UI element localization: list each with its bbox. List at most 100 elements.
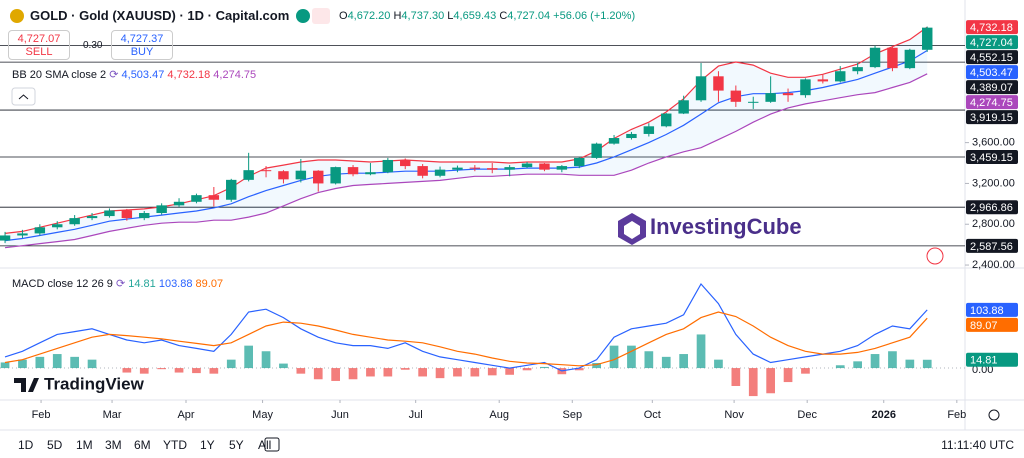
candle-body — [173, 201, 185, 206]
signal-line — [4, 311, 928, 367]
candle-body — [869, 47, 881, 68]
buy-label: BUY — [130, 46, 154, 58]
h-value: 4,737.30 — [401, 10, 445, 22]
candle-body — [521, 163, 533, 168]
candle-body — [208, 195, 220, 200]
macd-histogram-bar — [192, 368, 201, 374]
axis-price-label — [966, 149, 1018, 164]
candle-body — [104, 210, 115, 217]
change: +56.06 (+1.20%) — [553, 10, 636, 22]
candle-body — [278, 171, 289, 180]
candle-body — [643, 126, 655, 134]
candle-body — [400, 159, 411, 167]
candle-body — [452, 167, 463, 170]
calendar-icon[interactable] — [264, 437, 280, 452]
y-tick-label: 3,200.00 — [972, 177, 1015, 189]
macd-histogram-bar — [853, 361, 862, 369]
macd-histogram-bar — [696, 334, 706, 369]
settings-icon[interactable] — [988, 409, 1000, 421]
candle-body — [748, 101, 759, 103]
watermark-text: InvestingCube — [650, 214, 802, 239]
range-button[interactable]: 3M — [105, 438, 122, 452]
candle-body — [782, 93, 794, 96]
macd-histogram-bar — [0, 362, 10, 369]
macd-histogram-bar — [644, 351, 654, 369]
l-label: L — [447, 10, 454, 22]
macd-histogram-bar — [383, 368, 393, 377]
macd-histogram-bar — [714, 359, 723, 369]
axis-price-label — [966, 352, 1018, 367]
buy-button[interactable]: 4,727.37 BUY — [111, 30, 173, 60]
flag-icon[interactable] — [926, 247, 944, 265]
bb-value: 4,732.18 — [167, 69, 211, 81]
macd-histogram-bar — [870, 354, 880, 369]
macd-histogram-bar — [87, 359, 97, 369]
watermark: InvestingCube — [618, 213, 802, 245]
macd-histogram-bar — [453, 368, 462, 377]
x-tick-label: Nov — [724, 409, 744, 421]
axis-price-label — [966, 80, 1018, 95]
x-tick-label: Aug — [489, 409, 509, 421]
compare-icon[interactable] — [312, 8, 330, 24]
axis-price-text: 4,727.04 — [970, 37, 1013, 49]
collapse-button[interactable] — [11, 87, 36, 106]
candle-body — [139, 213, 150, 219]
symbol-icon — [10, 9, 24, 23]
range-button[interactable]: 1Y — [200, 438, 215, 452]
range-button[interactable]: 5Y — [229, 438, 244, 452]
axis-price-label — [966, 317, 1018, 332]
cube-icon-inner — [624, 221, 640, 239]
axis-price-label — [966, 65, 1018, 80]
range-button[interactable]: 1M — [76, 438, 93, 452]
macd-histogram-bar — [731, 368, 741, 386]
macd-histogram-bar — [470, 368, 480, 377]
y-tick-label: 2,800.00 — [972, 218, 1015, 230]
macd-histogram-bar — [331, 368, 340, 381]
candle-body — [922, 27, 933, 50]
macd-value: 89.07 — [195, 278, 224, 290]
candle-body — [0, 235, 11, 241]
o-label: O — [339, 10, 348, 22]
candle-body — [556, 166, 568, 170]
x-tick-label: May — [252, 409, 273, 421]
candle-body — [191, 195, 202, 202]
candle-body — [86, 216, 98, 219]
range-button[interactable]: 6M — [134, 438, 151, 452]
y-tick-label: 2,400.00 — [972, 259, 1015, 271]
sell-button[interactable]: 4,727.07 SELL — [8, 30, 70, 60]
candle-body — [313, 170, 324, 184]
candle-body — [434, 169, 446, 176]
axis-price-label — [966, 95, 1018, 110]
candle-body — [539, 163, 550, 170]
macd-histogram-bar — [435, 368, 445, 379]
axis-price-label — [966, 20, 1018, 35]
macd-value: 14.81 — [128, 278, 156, 290]
candle-body — [295, 170, 307, 180]
axis-price-text: 2,966.86 — [970, 202, 1013, 214]
candle-body — [330, 167, 341, 184]
range-button[interactable]: 1D — [18, 438, 34, 452]
candle-body — [487, 168, 498, 170]
candle-body — [69, 218, 80, 225]
macd-histogram-bar — [922, 359, 932, 369]
candle-body — [34, 227, 46, 234]
range-button[interactable]: All — [258, 438, 272, 452]
macd-histogram-bar — [505, 368, 514, 375]
logo: TradingView — [14, 374, 145, 393]
candle-body — [347, 167, 359, 175]
x-tick-label: Apr — [177, 409, 194, 421]
candle-body — [765, 93, 776, 102]
macd-histogram-bar — [574, 368, 584, 371]
range-button[interactable]: YTD — [163, 438, 187, 452]
logo-icon — [14, 378, 39, 392]
macd-histogram-bar — [122, 368, 132, 373]
candle-body — [887, 47, 898, 69]
spread: 0.30 — [83, 40, 103, 51]
axis-price-text: 3,919.15 — [970, 112, 1013, 124]
range-button[interactable]: 5D — [47, 438, 63, 452]
axis-price-text: 4,732.18 — [970, 22, 1013, 34]
market-status — [296, 9, 310, 23]
candle-body — [469, 167, 481, 169]
